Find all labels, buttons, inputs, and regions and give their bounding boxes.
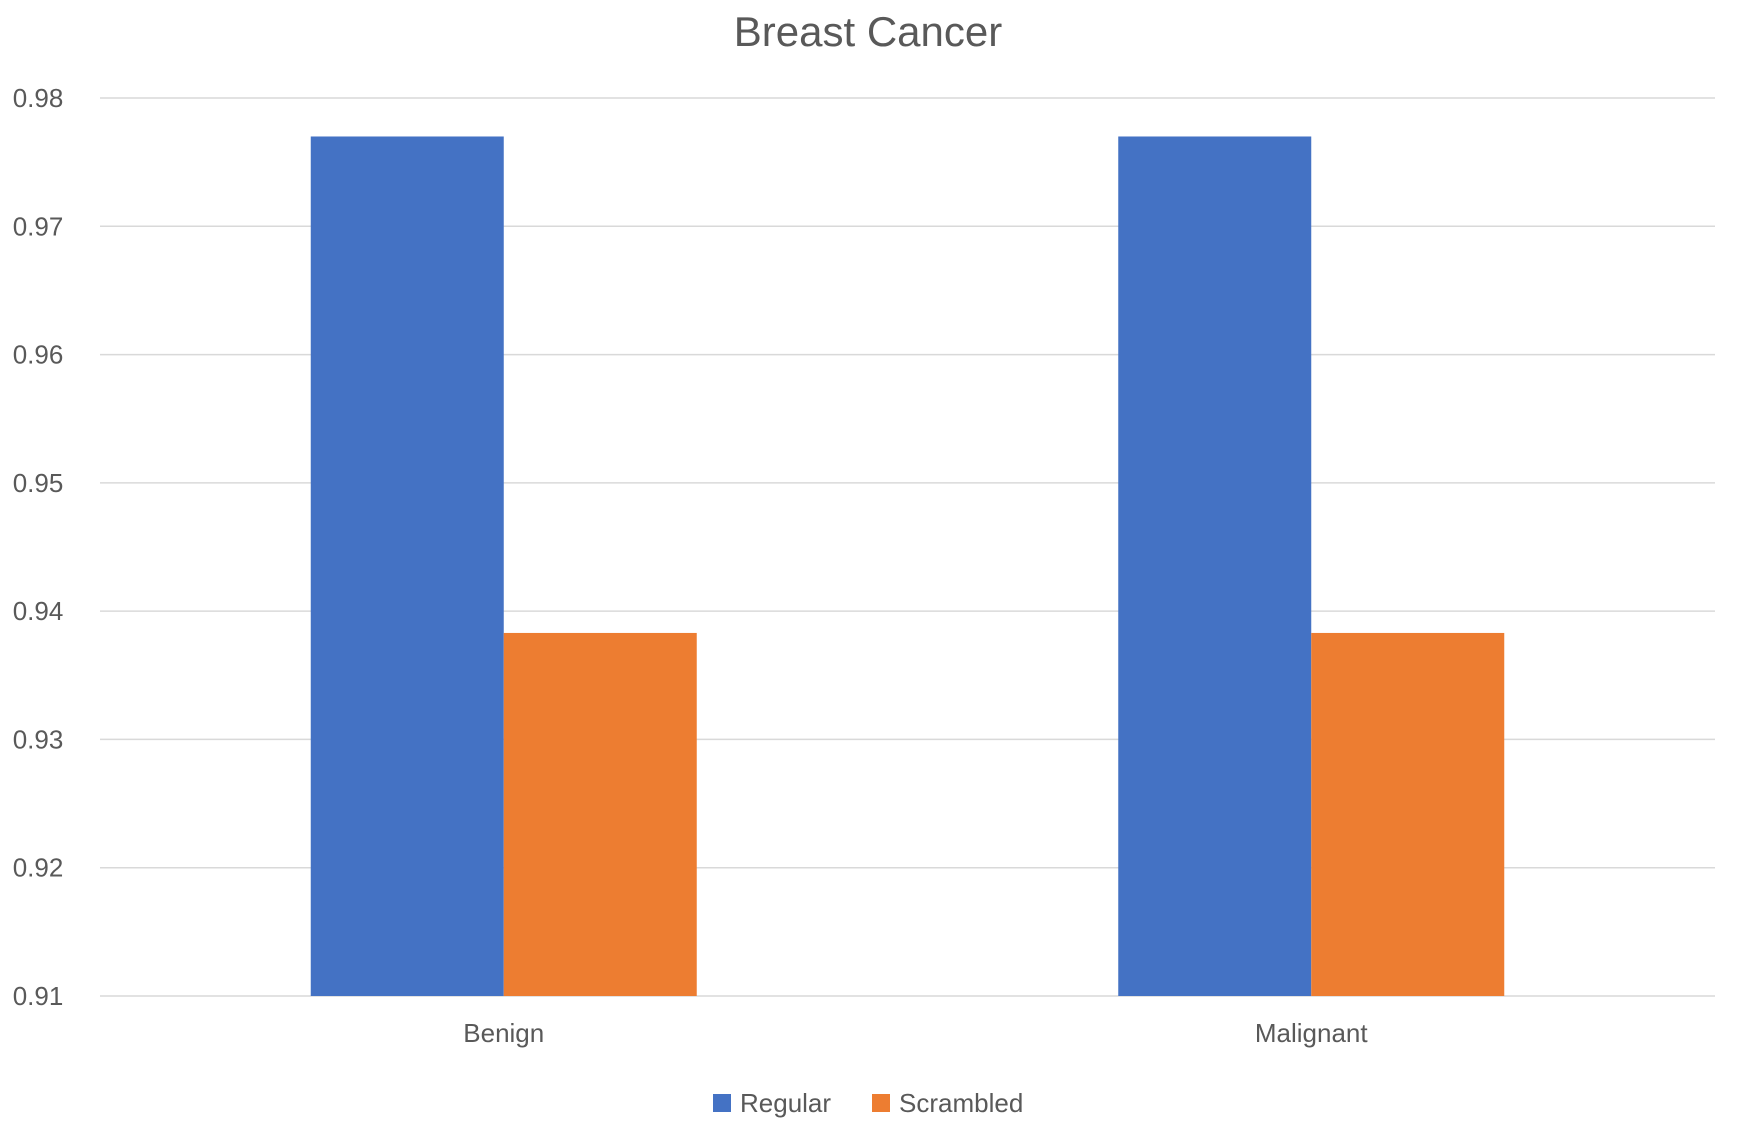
y-tick-label: 0.95: [13, 468, 64, 498]
y-tick-label: 0.91: [13, 981, 64, 1011]
y-tick-label: 0.97: [13, 211, 64, 241]
legend-label-scrambled: Scrambled: [899, 1088, 1023, 1118]
legend: Regular Scrambled: [713, 1088, 1023, 1118]
y-tick-label: 0.92: [13, 853, 64, 883]
bar-scrambled-malignant: [1311, 632, 1505, 996]
x-axis-category-labels: Benign Malignant: [463, 1018, 1368, 1048]
bar-scrambled-benign: [503, 632, 697, 996]
bar-regular-malignant: [1118, 136, 1312, 996]
legend-swatch-regular: [713, 1094, 731, 1112]
bars: [310, 136, 1505, 996]
y-tick-label: 0.93: [13, 724, 64, 754]
x-category-label: Benign: [463, 1018, 544, 1048]
legend-swatch-scrambled: [872, 1094, 890, 1112]
y-axis-tick-labels: 0.91 0.92 0.93 0.94 0.95 0.96 0.97 0.98: [13, 83, 64, 1011]
y-tick-label: 0.98: [13, 83, 64, 113]
x-category-label: Malignant: [1255, 1018, 1369, 1048]
legend-label-regular: Regular: [740, 1088, 831, 1118]
chart-title: Breast Cancer: [734, 8, 1002, 55]
y-tick-label: 0.94: [13, 596, 64, 626]
y-tick-label: 0.96: [13, 340, 64, 370]
bar-regular-benign: [310, 136, 504, 996]
